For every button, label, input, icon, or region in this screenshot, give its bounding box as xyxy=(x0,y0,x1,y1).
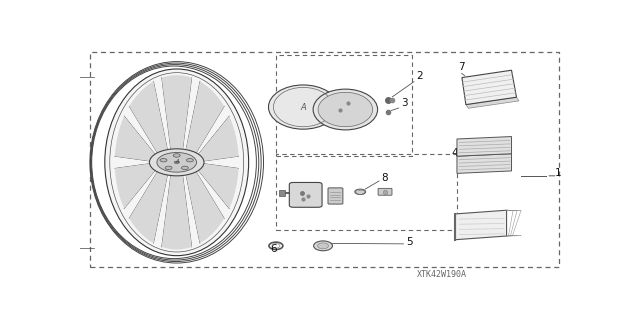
Ellipse shape xyxy=(314,241,332,251)
Text: 1: 1 xyxy=(555,168,562,178)
Polygon shape xyxy=(457,154,511,174)
Text: XTK42W190A: XTK42W190A xyxy=(417,270,467,278)
Bar xyxy=(276,56,412,156)
Ellipse shape xyxy=(313,89,378,130)
Ellipse shape xyxy=(181,166,188,170)
Polygon shape xyxy=(129,81,168,155)
Polygon shape xyxy=(186,81,224,155)
Text: 7: 7 xyxy=(459,62,465,72)
Ellipse shape xyxy=(318,92,372,127)
Polygon shape xyxy=(462,70,516,105)
Ellipse shape xyxy=(165,166,172,170)
Text: A: A xyxy=(300,102,306,112)
Polygon shape xyxy=(197,116,239,161)
Text: 3: 3 xyxy=(401,98,408,108)
Polygon shape xyxy=(457,137,511,156)
Polygon shape xyxy=(186,170,224,243)
Polygon shape xyxy=(456,210,507,240)
Polygon shape xyxy=(162,174,192,249)
Text: 4: 4 xyxy=(451,148,458,158)
Bar xyxy=(90,52,559,267)
Ellipse shape xyxy=(355,189,365,195)
FancyBboxPatch shape xyxy=(289,182,322,207)
Polygon shape xyxy=(466,97,519,108)
Text: A: A xyxy=(175,159,179,164)
Ellipse shape xyxy=(272,244,280,248)
Text: 6: 6 xyxy=(270,244,276,254)
Text: 2: 2 xyxy=(417,71,423,81)
Ellipse shape xyxy=(157,152,196,172)
Ellipse shape xyxy=(174,161,179,164)
Ellipse shape xyxy=(160,159,167,162)
FancyBboxPatch shape xyxy=(378,188,392,195)
Ellipse shape xyxy=(186,159,193,162)
Polygon shape xyxy=(115,116,157,161)
Polygon shape xyxy=(115,163,157,209)
Ellipse shape xyxy=(173,154,180,157)
Polygon shape xyxy=(129,170,168,243)
Ellipse shape xyxy=(317,243,328,249)
Polygon shape xyxy=(197,163,239,209)
Ellipse shape xyxy=(269,85,338,129)
Ellipse shape xyxy=(105,69,248,256)
Polygon shape xyxy=(162,75,192,151)
FancyBboxPatch shape xyxy=(328,188,343,204)
Ellipse shape xyxy=(150,149,204,176)
Text: 5: 5 xyxy=(406,237,413,247)
Bar xyxy=(276,154,457,230)
Text: 8: 8 xyxy=(381,173,388,183)
